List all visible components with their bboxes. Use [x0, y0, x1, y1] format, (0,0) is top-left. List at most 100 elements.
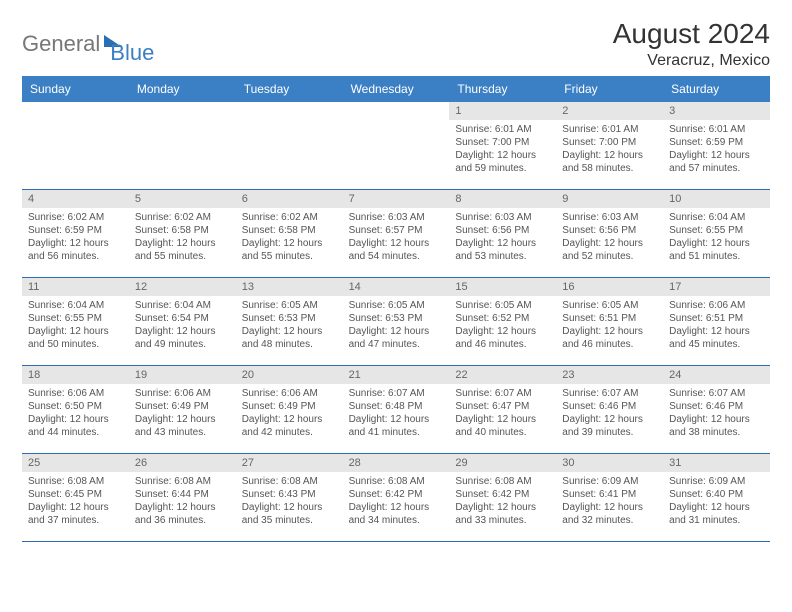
daylight-line-2: and 33 minutes. — [455, 514, 550, 527]
col-header-mon: Monday — [129, 76, 236, 102]
sunset-line: Sunset: 7:00 PM — [562, 136, 657, 149]
calendar-cell: 26Sunrise: 6:08 AMSunset: 6:44 PMDayligh… — [129, 454, 236, 542]
sunrise-line: Sunrise: 6:05 AM — [455, 299, 550, 312]
daylight-line-2: and 52 minutes. — [562, 250, 657, 263]
daylight-line-2: and 34 minutes. — [349, 514, 444, 527]
daylight-line-2: and 57 minutes. — [669, 162, 764, 175]
daylight-line-1: Daylight: 12 hours — [455, 413, 550, 426]
calendar-cell: 10Sunrise: 6:04 AMSunset: 6:55 PMDayligh… — [663, 190, 770, 278]
sunset-line: Sunset: 6:56 PM — [455, 224, 550, 237]
daylight-line-1: Daylight: 12 hours — [349, 237, 444, 250]
day-body: Sunrise: 6:02 AMSunset: 6:59 PMDaylight:… — [22, 208, 129, 267]
sunset-line: Sunset: 6:57 PM — [349, 224, 444, 237]
day-body: Sunrise: 6:07 AMSunset: 6:46 PMDaylight:… — [663, 384, 770, 443]
day-number: 23 — [556, 366, 663, 384]
day-number: 12 — [129, 278, 236, 296]
sunset-line: Sunset: 6:54 PM — [135, 312, 230, 325]
day-number: 2 — [556, 102, 663, 120]
daylight-line-1: Daylight: 12 hours — [349, 413, 444, 426]
sunrise-line: Sunrise: 6:09 AM — [669, 475, 764, 488]
daylight-line-1: Daylight: 12 hours — [242, 413, 337, 426]
calendar-cell: 18Sunrise: 6:06 AMSunset: 6:50 PMDayligh… — [22, 366, 129, 454]
location: Veracruz, Mexico — [613, 52, 770, 70]
sunrise-line: Sunrise: 6:01 AM — [669, 123, 764, 136]
day-body: Sunrise: 6:05 AMSunset: 6:53 PMDaylight:… — [343, 296, 450, 355]
daylight-line-1: Daylight: 12 hours — [28, 325, 123, 338]
sunset-line: Sunset: 6:46 PM — [669, 400, 764, 413]
sunrise-line: Sunrise: 6:07 AM — [455, 387, 550, 400]
daylight-line-2: and 51 minutes. — [669, 250, 764, 263]
day-number: 4 — [22, 190, 129, 208]
sunset-line: Sunset: 6:59 PM — [669, 136, 764, 149]
day-number: 3 — [663, 102, 770, 120]
sunset-line: Sunset: 6:47 PM — [455, 400, 550, 413]
sunrise-line: Sunrise: 6:08 AM — [28, 475, 123, 488]
daylight-line-1: Daylight: 12 hours — [349, 325, 444, 338]
calendar-cell: 19Sunrise: 6:06 AMSunset: 6:49 PMDayligh… — [129, 366, 236, 454]
sunrise-line: Sunrise: 6:08 AM — [455, 475, 550, 488]
day-body: Sunrise: 6:07 AMSunset: 6:47 PMDaylight:… — [449, 384, 556, 443]
sunrise-line: Sunrise: 6:07 AM — [669, 387, 764, 400]
daylight-line-2: and 47 minutes. — [349, 338, 444, 351]
day-number: 13 — [236, 278, 343, 296]
calendar-cell: 28Sunrise: 6:08 AMSunset: 6:42 PMDayligh… — [343, 454, 450, 542]
day-number: 26 — [129, 454, 236, 472]
calendar-cell: 5Sunrise: 6:02 AMSunset: 6:58 PMDaylight… — [129, 190, 236, 278]
daylight-line-1: Daylight: 12 hours — [455, 149, 550, 162]
daylight-line-2: and 42 minutes. — [242, 426, 337, 439]
daylight-line-1: Daylight: 12 hours — [669, 149, 764, 162]
sunrise-line: Sunrise: 6:02 AM — [242, 211, 337, 224]
day-number: 17 — [663, 278, 770, 296]
sunset-line: Sunset: 6:55 PM — [669, 224, 764, 237]
sunset-line: Sunset: 6:43 PM — [242, 488, 337, 501]
sunset-line: Sunset: 6:44 PM — [135, 488, 230, 501]
logo-word-2: Blue — [110, 40, 154, 66]
day-body: Sunrise: 6:09 AMSunset: 6:41 PMDaylight:… — [556, 472, 663, 531]
sunset-line: Sunset: 6:49 PM — [242, 400, 337, 413]
day-body: Sunrise: 6:05 AMSunset: 6:53 PMDaylight:… — [236, 296, 343, 355]
sunset-line: Sunset: 6:53 PM — [349, 312, 444, 325]
daylight-line-2: and 43 minutes. — [135, 426, 230, 439]
day-body: Sunrise: 6:04 AMSunset: 6:55 PMDaylight:… — [663, 208, 770, 267]
day-body: Sunrise: 6:04 AMSunset: 6:54 PMDaylight:… — [129, 296, 236, 355]
day-number: 11 — [22, 278, 129, 296]
day-number: 24 — [663, 366, 770, 384]
calendar-cell: 31Sunrise: 6:09 AMSunset: 6:40 PMDayligh… — [663, 454, 770, 542]
daylight-line-1: Daylight: 12 hours — [135, 501, 230, 514]
sunset-line: Sunset: 6:42 PM — [455, 488, 550, 501]
daylight-line-2: and 36 minutes. — [135, 514, 230, 527]
logo: General Blue — [22, 18, 154, 66]
day-body: Sunrise: 6:08 AMSunset: 6:45 PMDaylight:… — [22, 472, 129, 531]
sunset-line: Sunset: 6:41 PM — [562, 488, 657, 501]
calendar-cell: 21Sunrise: 6:07 AMSunset: 6:48 PMDayligh… — [343, 366, 450, 454]
sunrise-line: Sunrise: 6:06 AM — [242, 387, 337, 400]
daylight-line-1: Daylight: 12 hours — [562, 325, 657, 338]
col-header-wed: Wednesday — [343, 76, 450, 102]
daylight-line-1: Daylight: 12 hours — [562, 237, 657, 250]
daylight-line-1: Daylight: 12 hours — [28, 501, 123, 514]
sunrise-line: Sunrise: 6:02 AM — [28, 211, 123, 224]
sunset-line: Sunset: 6:40 PM — [669, 488, 764, 501]
sunset-line: Sunset: 7:00 PM — [455, 136, 550, 149]
day-number: 21 — [343, 366, 450, 384]
calendar-cell: 24Sunrise: 6:07 AMSunset: 6:46 PMDayligh… — [663, 366, 770, 454]
day-body: Sunrise: 6:07 AMSunset: 6:48 PMDaylight:… — [343, 384, 450, 443]
daylight-line-1: Daylight: 12 hours — [669, 237, 764, 250]
sunrise-line: Sunrise: 6:06 AM — [28, 387, 123, 400]
calendar-cell: 13Sunrise: 6:05 AMSunset: 6:53 PMDayligh… — [236, 278, 343, 366]
sunset-line: Sunset: 6:51 PM — [669, 312, 764, 325]
daylight-line-2: and 35 minutes. — [242, 514, 337, 527]
sunrise-line: Sunrise: 6:08 AM — [242, 475, 337, 488]
sunset-line: Sunset: 6:45 PM — [28, 488, 123, 501]
sunrise-line: Sunrise: 6:05 AM — [242, 299, 337, 312]
calendar-cell: 11Sunrise: 6:04 AMSunset: 6:55 PMDayligh… — [22, 278, 129, 366]
sunrise-line: Sunrise: 6:07 AM — [562, 387, 657, 400]
month-title: August 2024 — [613, 18, 770, 50]
daylight-line-2: and 46 minutes. — [455, 338, 550, 351]
daylight-line-1: Daylight: 12 hours — [455, 501, 550, 514]
sunrise-line: Sunrise: 6:04 AM — [28, 299, 123, 312]
day-body: Sunrise: 6:03 AMSunset: 6:57 PMDaylight:… — [343, 208, 450, 267]
calendar-cell: 30Sunrise: 6:09 AMSunset: 6:41 PMDayligh… — [556, 454, 663, 542]
daylight-line-1: Daylight: 12 hours — [669, 413, 764, 426]
day-number: 31 — [663, 454, 770, 472]
